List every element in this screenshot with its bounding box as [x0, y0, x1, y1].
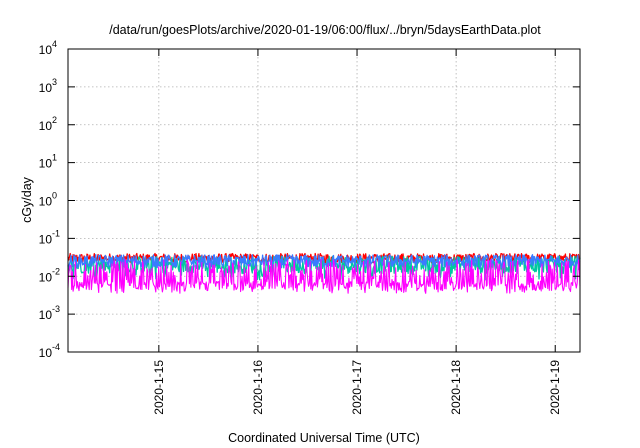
x-tick-label: 2020-1-18: [449, 360, 463, 415]
y-tick-exponent: 3: [52, 77, 57, 87]
y-tick-exponent: -1: [52, 228, 60, 238]
x-tick-label: 2020-1-19: [548, 360, 562, 415]
series-line: [67, 258, 581, 294]
y-tick-exponent: 4: [52, 39, 57, 49]
series-group: [67, 252, 581, 294]
y-tick-exponent: -2: [52, 266, 60, 276]
y-tick-label: 10: [39, 43, 53, 57]
chart-title: /data/run/goesPlots/archive/2020-01-19/0…: [109, 23, 541, 37]
y-tick-exponent: 1: [52, 153, 57, 163]
y-axis-label: cGy/day: [20, 176, 34, 223]
y-tick-exponent: -3: [52, 304, 60, 314]
series-line: [67, 254, 581, 269]
y-tick-label: 10: [39, 270, 53, 284]
y-tick-exponent: 2: [52, 115, 57, 125]
y-tick-label: 10: [39, 119, 53, 133]
y-tick-label: 10: [39, 346, 53, 360]
grid: [68, 49, 580, 352]
y-tick-exponent: -4: [52, 342, 60, 352]
y-tick-label: 10: [39, 157, 53, 171]
y-tick-label: 10: [39, 232, 53, 246]
x-tick-label: 2020-1-17: [350, 360, 364, 415]
x-axis: 2020-1-15 2020-1-16 2020-1-17 2020-1-18 2020…: [152, 49, 562, 415]
y-tick-label: 10: [39, 195, 53, 209]
x-tick-label: 2020-1-15: [152, 360, 166, 415]
y-tick-exponent: 0: [52, 191, 57, 201]
y-tick-label: 10: [39, 308, 53, 322]
x-axis-label: Coordinated Universal Time (UTC): [228, 431, 420, 445]
y-tick-label: 10: [39, 81, 53, 95]
x-tick-label: 2020-1-16: [251, 360, 265, 415]
